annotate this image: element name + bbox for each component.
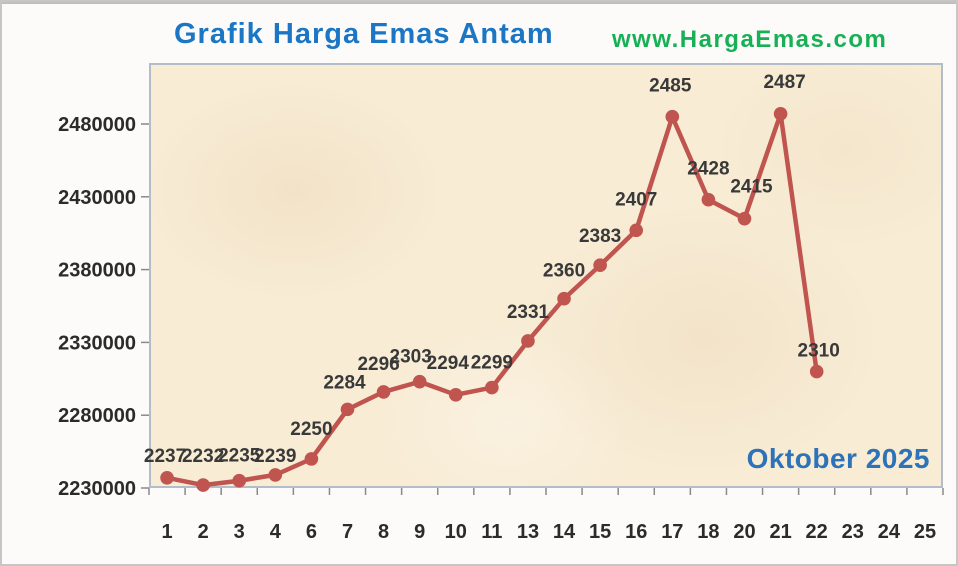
data-point-marker [701, 192, 716, 207]
x-axis-label: 18 [697, 521, 719, 543]
data-point-label: 2310 [798, 341, 840, 362]
x-axis-label: 22 [806, 521, 828, 543]
data-point-label: 2284 [323, 372, 366, 393]
x-axis-label: 16 [625, 521, 647, 543]
data-point-label: 2237 [144, 446, 186, 467]
x-axis-label: 4 [270, 521, 282, 543]
data-point-label: 2299 [471, 353, 513, 374]
data-point-label: 2407 [615, 189, 657, 210]
data-point-label: 2360 [543, 261, 585, 282]
x-axis-label: 6 [306, 521, 317, 543]
x-axis-label: 24 [878, 521, 901, 543]
data-point-marker [160, 471, 174, 485]
y-axis-label: 2330000 [58, 332, 136, 354]
data-point-marker [268, 468, 283, 482]
x-axis-label: 21 [769, 521, 791, 543]
data-point-marker [340, 402, 355, 417]
x-axis-label: 13 [517, 521, 539, 543]
data-point-label: 2239 [254, 446, 296, 467]
data-point-label: 2383 [579, 226, 621, 247]
data-point-label: 2487 [763, 72, 805, 93]
site-watermark: www.HargaEmas.com [612, 26, 888, 53]
data-point-marker [196, 478, 210, 492]
y-axis-label: 2280000 [58, 405, 136, 427]
plot-area [149, 63, 943, 488]
data-point-marker [737, 211, 752, 226]
data-point-marker [232, 473, 247, 488]
data-point-marker [557, 291, 571, 306]
data-point-marker [485, 380, 499, 395]
data-point-marker [629, 223, 644, 238]
x-axis-label: 3 [234, 521, 245, 543]
period-label: Oktober 2025 [746, 443, 930, 474]
x-axis-label: 11 [481, 521, 502, 543]
y-axis-label: 2430000 [58, 187, 136, 209]
data-point-label: 2415 [730, 177, 773, 198]
x-axis-label: 9 [414, 521, 425, 543]
data-point-label: 2485 [649, 76, 692, 97]
data-point-label: 2303 [390, 347, 432, 368]
data-point-marker [304, 452, 319, 466]
data-point-label: 2232 [182, 446, 224, 467]
x-axis-label: 17 [661, 521, 683, 543]
data-point-label: 2331 [507, 302, 550, 323]
data-point-marker [448, 388, 463, 402]
x-axis-label: 23 [842, 521, 864, 543]
data-point-marker [412, 374, 427, 389]
x-axis-label: 20 [733, 521, 755, 543]
data-point-marker [665, 109, 680, 124]
x-axis-label: 2 [198, 521, 209, 543]
x-axis-label: 8 [378, 521, 389, 543]
y-axis-label: 2480000 [58, 114, 136, 136]
data-point-label: 2235 [218, 446, 261, 467]
data-point-marker [773, 107, 788, 121]
x-axis-label: 1 [161, 521, 172, 543]
data-point-label: 2294 [427, 353, 470, 374]
data-point-marker [809, 364, 824, 379]
data-point-label: 2296 [357, 354, 399, 375]
data-point-marker [521, 334, 535, 348]
y-axis-label: 2380000 [58, 260, 136, 282]
page-title: Grafik Harga Emas Antam [174, 18, 554, 50]
data-point-marker [376, 385, 391, 399]
data-point-label: 2250 [290, 419, 332, 440]
x-axis-label: 10 [445, 521, 467, 543]
x-axis-label: 25 [914, 521, 936, 543]
x-axis-label: 7 [342, 521, 353, 543]
data-point-marker [593, 258, 607, 273]
data-point-label: 2428 [687, 159, 729, 180]
y-axis-label: 2230000 [58, 478, 136, 500]
x-axis-label: 15 [589, 521, 611, 543]
x-axis-label: 14 [553, 521, 576, 543]
